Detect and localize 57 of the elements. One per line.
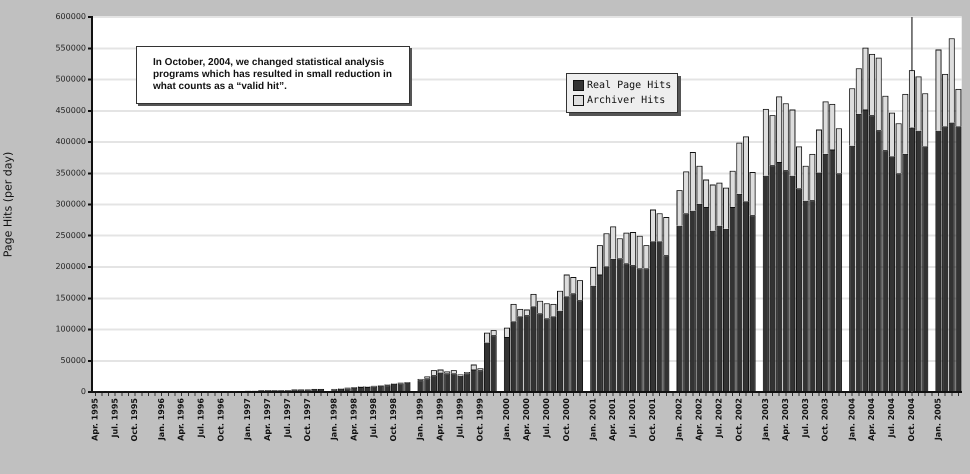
x-tick-label: Apr. 2003 — [780, 398, 790, 441]
y-tick-label: 0 — [80, 387, 86, 396]
x-tick-label: Jul. 2001 — [628, 398, 638, 439]
y-tick-label: 600000 — [55, 12, 86, 22]
x-tick-label: Oct. 2002 — [734, 398, 744, 442]
x-tick-label: Apr. 1996 — [176, 398, 186, 441]
x-tick-label: Jul. 1999 — [456, 398, 465, 439]
y-tick-label: 400000 — [55, 137, 86, 146]
x-tick-label: Jan. 2005 — [934, 398, 943, 442]
x-tick-label: Oct. 1996 — [216, 398, 226, 442]
y-tick-label: 350000 — [55, 168, 86, 178]
x-tick-label: Jan. 2000 — [502, 398, 512, 442]
x-tick-label: Apr. 2004 — [867, 398, 876, 441]
y-tick-label: 300000 — [55, 200, 86, 209]
x-tick-label: Jan. 2004 — [847, 398, 856, 442]
x-tick-label: Apr. 2000 — [522, 398, 531, 441]
y-tick-label: 100000 — [55, 324, 86, 334]
x-tick-label: Oct. 1999 — [475, 398, 484, 442]
x-tick-label: Oct. 2003 — [820, 398, 830, 442]
x-tick-label: Jul. 1996 — [196, 398, 206, 439]
x-tick-label: Apr. 1997 — [263, 398, 272, 441]
x-tick-label: Apr. 1998 — [349, 398, 358, 441]
x-tick-label: Jan. 1998 — [329, 398, 338, 442]
x-tick-label: Oct. 1998 — [389, 398, 398, 442]
y-tick-label: 450000 — [55, 106, 86, 115]
x-tick-label: Jan. 2002 — [674, 398, 684, 442]
x-tick-label: Jul. 1998 — [369, 398, 378, 439]
x-tick-label: Apr. 2002 — [694, 398, 704, 441]
x-tick-label: Jan. 1999 — [416, 398, 425, 442]
y-tick-label: 500000 — [55, 74, 86, 84]
x-tick-label: Apr. 1999 — [436, 398, 445, 441]
x-tick-label: Jan. 2003 — [760, 398, 770, 442]
x-tick-label: Jul. 2003 — [800, 398, 810, 439]
x-tick-label: Oct. 2000 — [562, 398, 571, 442]
x-tick-label: Jul. 2004 — [887, 398, 896, 439]
y-tick-label: 550000 — [55, 43, 86, 52]
legend-label: Real Page Hits — [587, 80, 672, 91]
y-tick-label: 150000 — [55, 293, 86, 302]
x-tick-label: Jul. 2002 — [714, 398, 724, 439]
x-tick-label: Oct. 1997 — [302, 398, 312, 442]
y-tick-label: 50000 — [60, 356, 86, 365]
legend-label: Archiver Hits — [587, 95, 666, 106]
x-tick-label: Jan. 1997 — [243, 398, 252, 442]
x-tick-label: Apr. 2001 — [608, 398, 618, 441]
x-tick-label: Jul. 2000 — [542, 398, 551, 439]
x-tick-label: Jan. 1996 — [156, 398, 166, 442]
x-tick-label: Oct. 2004 — [907, 398, 916, 442]
x-tick-label: Oct. 2001 — [648, 398, 658, 442]
x-tick-label: Jul. 1997 — [282, 398, 292, 439]
x-tick-label: Apr. 1995 — [90, 398, 100, 441]
x-tick-label: Jan. 2001 — [588, 398, 598, 442]
note-box: In October, 2004, we changed statistical analysis programs which has resulted in small reduction in what counts as a “valid hit”. — [136, 46, 410, 104]
y-tick-label: 250000 — [55, 230, 86, 240]
y-tick-label: 200000 — [55, 262, 86, 272]
x-tick-label: Oct. 1995 — [130, 398, 140, 442]
y-axis-title: Page Hits (per day) — [1, 152, 14, 258]
x-tick-label: Jul. 1995 — [110, 398, 120, 439]
